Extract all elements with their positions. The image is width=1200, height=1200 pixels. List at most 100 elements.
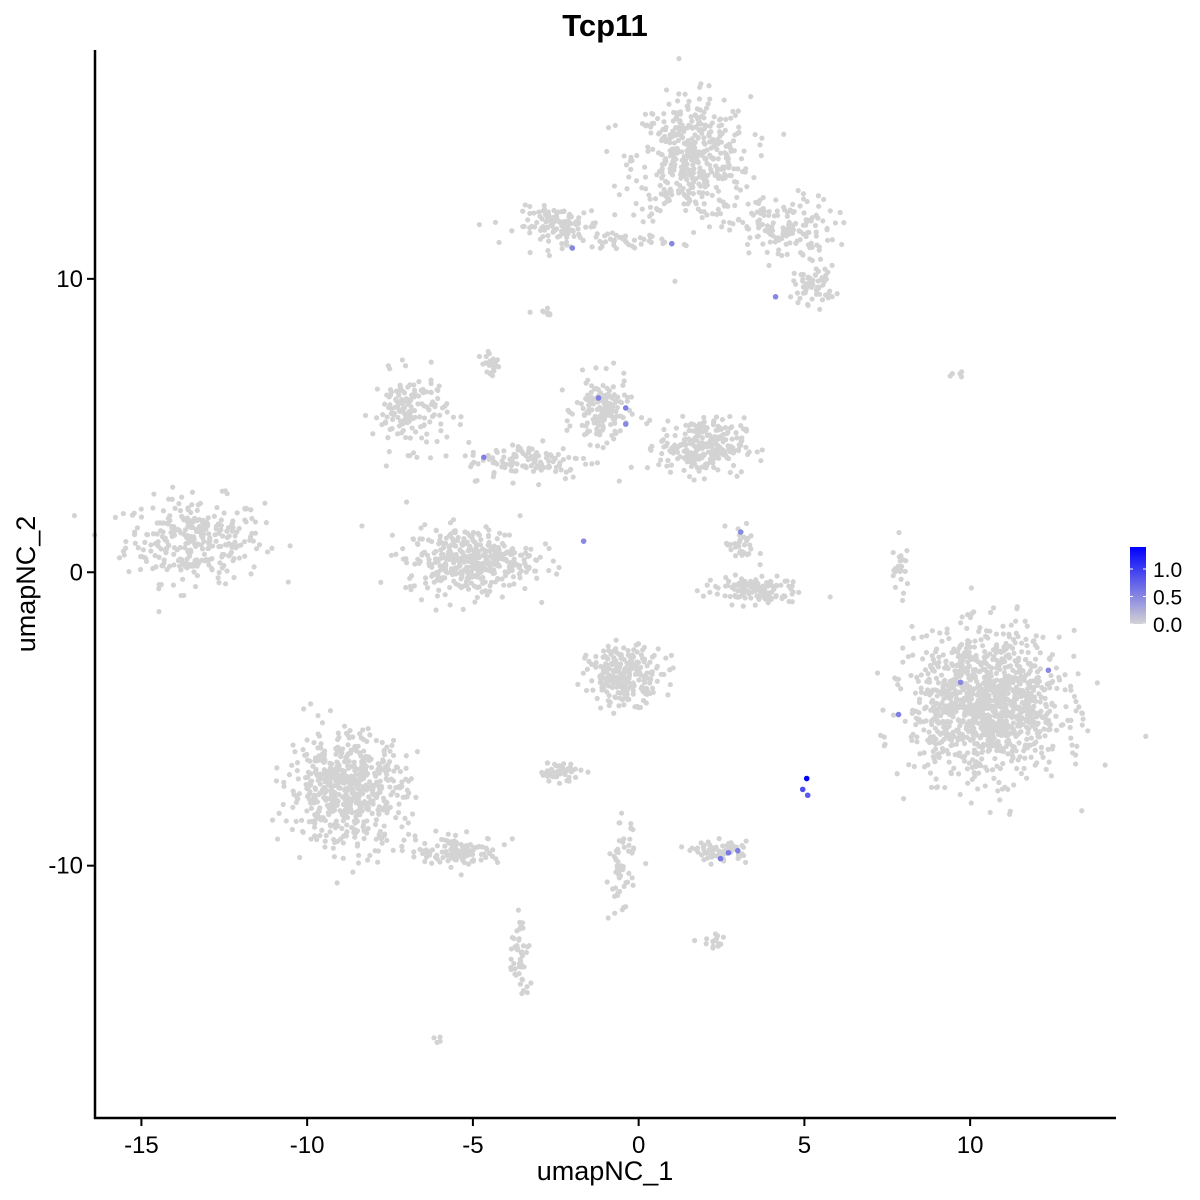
cell-point: [71, 513, 78, 519]
cell-point: [604, 404, 610, 410]
cell-point: [406, 409, 412, 415]
cell-point: [507, 456, 513, 462]
cell-point: [1005, 690, 1011, 696]
cell-point: [408, 587, 414, 593]
cell-point: [691, 443, 698, 449]
cell-point: [458, 872, 464, 878]
cell-point: [477, 542, 484, 548]
cell-point: [996, 779, 1002, 786]
cell-point: [458, 555, 464, 561]
cell-point: [897, 567, 903, 573]
expressing-cell-point: [772, 293, 779, 300]
cell-point: [367, 852, 373, 859]
cell-point: [561, 761, 567, 767]
cell-point: [217, 560, 223, 566]
cell-point: [757, 562, 763, 568]
cell-point: [194, 573, 200, 579]
cell-point: [443, 568, 449, 575]
cell-point: [1035, 720, 1041, 726]
cell-point: [453, 571, 459, 577]
cell-point: [642, 674, 648, 680]
cell-point: [286, 772, 293, 778]
cell-point: [1018, 770, 1024, 777]
cell-point: [458, 414, 464, 420]
cell-point: [945, 665, 951, 672]
cell-point: [540, 438, 546, 444]
cell-point: [427, 562, 433, 568]
cell-point: [710, 137, 717, 144]
cell-point: [293, 818, 299, 824]
cell-point: [820, 282, 826, 288]
cell-point: [816, 244, 822, 250]
cell-point: [965, 697, 971, 703]
cell-point: [661, 426, 667, 433]
cell-point: [472, 564, 478, 570]
cell-point: [145, 532, 151, 538]
cell-point: [333, 751, 339, 757]
cell-point: [890, 549, 896, 556]
cell-point: [1094, 680, 1100, 686]
cell-point: [612, 910, 618, 916]
cell-point: [735, 166, 741, 172]
cell-point: [898, 553, 904, 559]
cell-point: [795, 187, 801, 194]
cell-point: [411, 407, 418, 414]
cell-point: [692, 457, 698, 463]
cell-point: [911, 763, 917, 770]
cell-point: [684, 176, 690, 183]
cell-point: [919, 634, 925, 640]
cell-point: [135, 545, 141, 551]
cell-point: [629, 652, 636, 658]
cell-point: [410, 450, 417, 456]
cell-point: [921, 750, 927, 756]
cell-point: [899, 597, 906, 604]
cell-point: [608, 394, 614, 400]
cell-point: [309, 778, 315, 784]
cell-point: [680, 134, 686, 141]
cell-point: [773, 197, 779, 203]
cell-point: [383, 463, 389, 469]
cell-point: [188, 549, 194, 555]
cell-point: [613, 676, 619, 682]
cell-point: [276, 810, 282, 816]
cell-point: [817, 256, 824, 262]
cell-point: [515, 562, 522, 568]
cell-point: [723, 583, 729, 589]
cell-point: [742, 595, 748, 601]
cell-point: [600, 382, 606, 389]
cell-point: [710, 938, 716, 945]
cell-point: [1143, 733, 1149, 739]
cell-point: [1008, 701, 1014, 707]
cell-point: [808, 218, 814, 224]
cell-point: [723, 151, 729, 157]
cell-point: [519, 976, 525, 982]
cell-point: [470, 857, 477, 863]
cell-point: [429, 847, 436, 853]
cell-point: [1013, 669, 1019, 676]
cell-point: [745, 201, 751, 207]
cell-point: [613, 408, 619, 414]
cell-point: [395, 403, 401, 410]
cell-point: [1029, 710, 1036, 716]
cell-point: [674, 98, 681, 104]
cell-point: [445, 831, 451, 837]
cell-point: [925, 737, 931, 743]
expressing-cell-point: [717, 855, 724, 862]
cell-point: [667, 469, 674, 475]
colorbar-tick-label: 1.0: [1153, 559, 1182, 582]
cell-point: [729, 444, 735, 450]
cell-point: [351, 759, 357, 765]
cell-point: [386, 449, 392, 455]
cell-point: [789, 583, 795, 589]
cell-point: [550, 229, 556, 235]
cell-point: [411, 849, 417, 855]
cell-point: [744, 241, 751, 248]
cell-point: [493, 358, 499, 365]
cell-point: [385, 434, 391, 441]
cell-point: [1033, 633, 1039, 639]
cell-point: [807, 245, 813, 251]
cell-point: [335, 736, 341, 743]
expressing-cell-point: [799, 786, 806, 793]
cell-point: [328, 790, 335, 797]
cell-point: [308, 701, 314, 707]
